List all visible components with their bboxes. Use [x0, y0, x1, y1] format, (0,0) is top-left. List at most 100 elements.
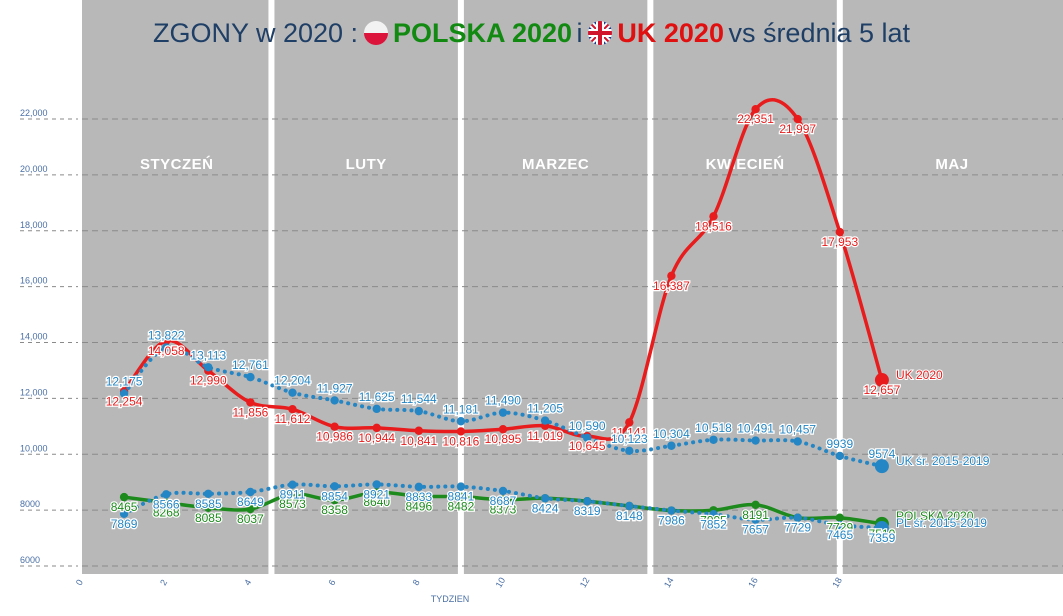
data-point: [583, 497, 592, 506]
data-point: [456, 427, 466, 436]
title-suffix: vs średnia 5 lat: [728, 18, 911, 48]
data-label: 11,625: [359, 390, 395, 404]
month-label: MAJ: [935, 156, 968, 173]
data-label: 10,457: [779, 422, 816, 436]
data-point: [874, 373, 889, 388]
data-label: 8319: [574, 504, 601, 518]
x-tick-label: 18: [830, 576, 844, 590]
data-point: [372, 488, 381, 497]
month-divider: [836, 0, 843, 616]
data-point: [119, 509, 129, 518]
data-label: 8854: [321, 489, 348, 503]
data-point: [414, 426, 423, 435]
data-label: 8573: [279, 497, 306, 511]
data-label: 11,141: [611, 425, 647, 439]
data-label: 7852: [700, 517, 727, 531]
data-label: 8833: [405, 490, 432, 504]
data-label: 7729: [826, 521, 853, 535]
x-tick-label: 2: [158, 578, 169, 587]
data-point: [667, 506, 676, 515]
data-point: [162, 336, 171, 346]
y-tick-label: 22,000: [20, 108, 48, 118]
data-label: 7986: [658, 514, 685, 528]
data-label: 10,986: [316, 430, 353, 444]
data-point: [751, 500, 760, 509]
x-tick-label: 8: [411, 578, 422, 587]
x-tick-label: 16: [746, 576, 760, 590]
data-point: [246, 487, 255, 497]
y-tick-label: 14,000: [20, 332, 48, 342]
data-label: 7986: [658, 514, 685, 528]
data-point: [793, 437, 802, 446]
data-label: 11,927: [317, 381, 353, 395]
data-point: [835, 451, 844, 461]
data-point: [540, 416, 550, 425]
data-label: 7465: [826, 528, 853, 542]
data-point: [204, 363, 213, 372]
y-tick-label: 12,000: [20, 387, 48, 397]
y-tick-label: 18,000: [20, 220, 48, 230]
data-label: 7657: [742, 523, 769, 537]
data-label: 12,657: [864, 383, 901, 397]
chart-title: ZGONY w 2020 : POLSKA 2020 i UK 2020 vs …: [0, 18, 1063, 49]
data-label: 12,761: [232, 358, 269, 372]
data-label: 8640: [363, 495, 390, 509]
data-point: [498, 408, 508, 417]
data-label: 8649: [237, 495, 264, 509]
data-point: [583, 433, 592, 442]
legend-label: PL śr. 2015-2019: [896, 516, 987, 530]
data-point: [119, 389, 129, 398]
data-point: [498, 486, 508, 496]
data-label: 8268: [153, 506, 180, 520]
data-label: 9939: [826, 437, 853, 451]
data-point: [498, 495, 508, 504]
data-point: [835, 513, 844, 522]
data-label: 8037: [237, 512, 264, 526]
data-label: 8319: [574, 504, 601, 518]
data-point: [162, 490, 171, 499]
data-label: 7510: [869, 527, 896, 541]
data-label: 18,516: [695, 219, 732, 233]
y-tick-label: 10,000: [20, 443, 48, 453]
month-label: LUTY: [346, 156, 387, 173]
data-label: 8911: [280, 488, 306, 502]
data-point: [119, 492, 129, 502]
data-label: 9574: [869, 447, 896, 461]
data-point: [456, 482, 466, 491]
axes: 6000800010,00012,00014,00016,00018,00020…: [20, 108, 844, 589]
x-tick-label: 4: [242, 578, 253, 587]
data-label: 8148: [616, 509, 643, 523]
x-tick-label: 0: [74, 578, 85, 587]
data-point: [456, 417, 466, 426]
x-axis-title: TYDZIEN: [430, 594, 470, 604]
data-point: [372, 480, 381, 489]
data-label: 11,544: [401, 392, 437, 406]
data-point: [751, 104, 760, 114]
data-point: [204, 503, 213, 512]
series-lines: [119, 98, 889, 536]
data-label: 10,841: [400, 434, 437, 448]
data-label: 11,019: [527, 429, 563, 443]
data-label: 12,175: [106, 374, 143, 388]
data-label: 10,816: [443, 434, 480, 448]
data-label: 10,645: [569, 439, 606, 453]
data-label: 12,254: [106, 394, 143, 408]
data-point: [793, 513, 802, 522]
data-point: [246, 398, 255, 407]
data-point: [372, 404, 381, 414]
data-point: [667, 271, 676, 281]
poland-flag-icon: [363, 21, 388, 45]
x-tick-label: 10: [494, 576, 508, 590]
data-point: [162, 343, 171, 352]
title-uk: UK 2020: [617, 18, 724, 48]
data-label: 8585: [195, 497, 222, 511]
data-point: [204, 489, 213, 498]
data-point: [835, 227, 844, 237]
data-label: 11,856: [232, 405, 268, 419]
data-label: 14,058: [148, 344, 185, 358]
data-point: [414, 482, 423, 492]
data-point: [288, 405, 297, 414]
data-label: 10,590: [569, 419, 606, 433]
data-point: [667, 441, 676, 450]
